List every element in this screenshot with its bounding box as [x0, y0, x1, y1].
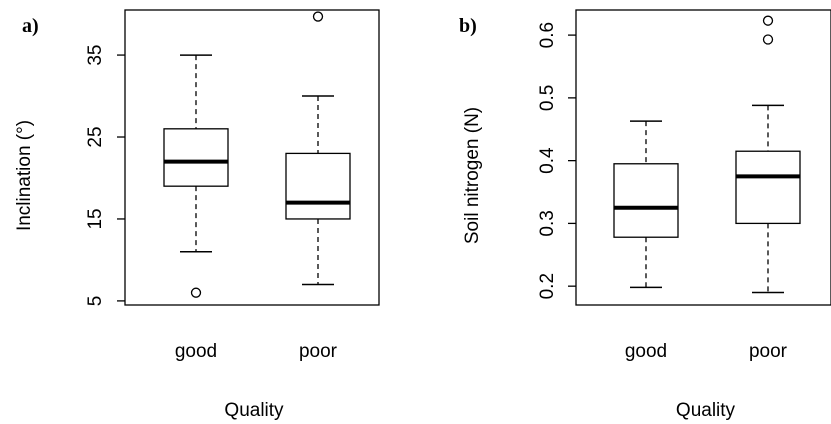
- panel-b-outlier-point: [762, 34, 774, 45]
- panel-b-y-tick-label: 0.3: [537, 210, 558, 236]
- panel-a-y-axis-title: Inclination (°): [14, 120, 35, 231]
- panel-a-x-tick-label: good: [175, 341, 217, 362]
- panel-a-plot-frame: [124, 9, 380, 306]
- panel-a-outlier-point: [190, 287, 202, 298]
- panel-a-y-tick-label: 25: [85, 126, 106, 147]
- panel-b-x-tick-labels: good poor: [625, 341, 788, 362]
- panel-b-y-axis: 0.2 0.3 0.4 0.5 0.6: [537, 22, 576, 299]
- panel-a-x-axis-title: Quality: [224, 400, 284, 421]
- panel-a-iqr-box: [285, 152, 351, 220]
- panel-b-x-axis-title: Quality: [676, 400, 736, 421]
- panel-b-x-tick-label: poor: [749, 341, 788, 362]
- panel-a-outlier-point: [312, 11, 324, 22]
- panel-a: a) 5 15 25 35 good poor Quality Inclination …: [14, 9, 380, 421]
- panel-b: b) 0.2 0.3 0.4 0.5 0.6 good poor Quality Soil…: [459, 9, 831, 421]
- panel-a-y-axis: 5 15 25 35: [85, 44, 125, 306]
- panel-b-y-tick-label: 0.5: [537, 85, 558, 111]
- panel-b-y-tick-label: 0.4: [537, 147, 558, 174]
- panel-b-iqr-box: [735, 150, 801, 225]
- panel-a-x-tick-labels: good poor: [175, 341, 338, 362]
- panel-b-boxes: [613, 15, 801, 294]
- panel-b-label: b): [459, 15, 477, 37]
- panel-b-iqr-box: [613, 163, 679, 238]
- panel-a-y-tick-label: 15: [85, 208, 106, 229]
- panel-b-plot-frame: [575, 9, 831, 306]
- panel-a-label: a): [22, 15, 39, 37]
- panel-b-x-tick-label: good: [625, 341, 667, 362]
- panel-b-outlier-point: [762, 15, 774, 26]
- panel-b-y-tick-label: 0.6: [537, 22, 558, 48]
- panel-a-boxes: [163, 11, 351, 298]
- panel-a-y-tick-label: 5: [85, 296, 106, 307]
- panel-b-box-good: [613, 120, 679, 289]
- panel-a-x-tick-label: poor: [299, 341, 338, 362]
- panel-a-box-good: [163, 54, 229, 298]
- panel-b-y-tick-label: 0.2: [537, 273, 558, 299]
- panel-a-y-tick-label: 35: [85, 44, 106, 65]
- panel-a-iqr-box: [163, 128, 229, 187]
- panel-b-box-poor: [735, 15, 801, 294]
- panel-a-box-poor: [285, 11, 351, 286]
- panel-b-y-axis-title: Soil nitrogen (N): [462, 107, 483, 244]
